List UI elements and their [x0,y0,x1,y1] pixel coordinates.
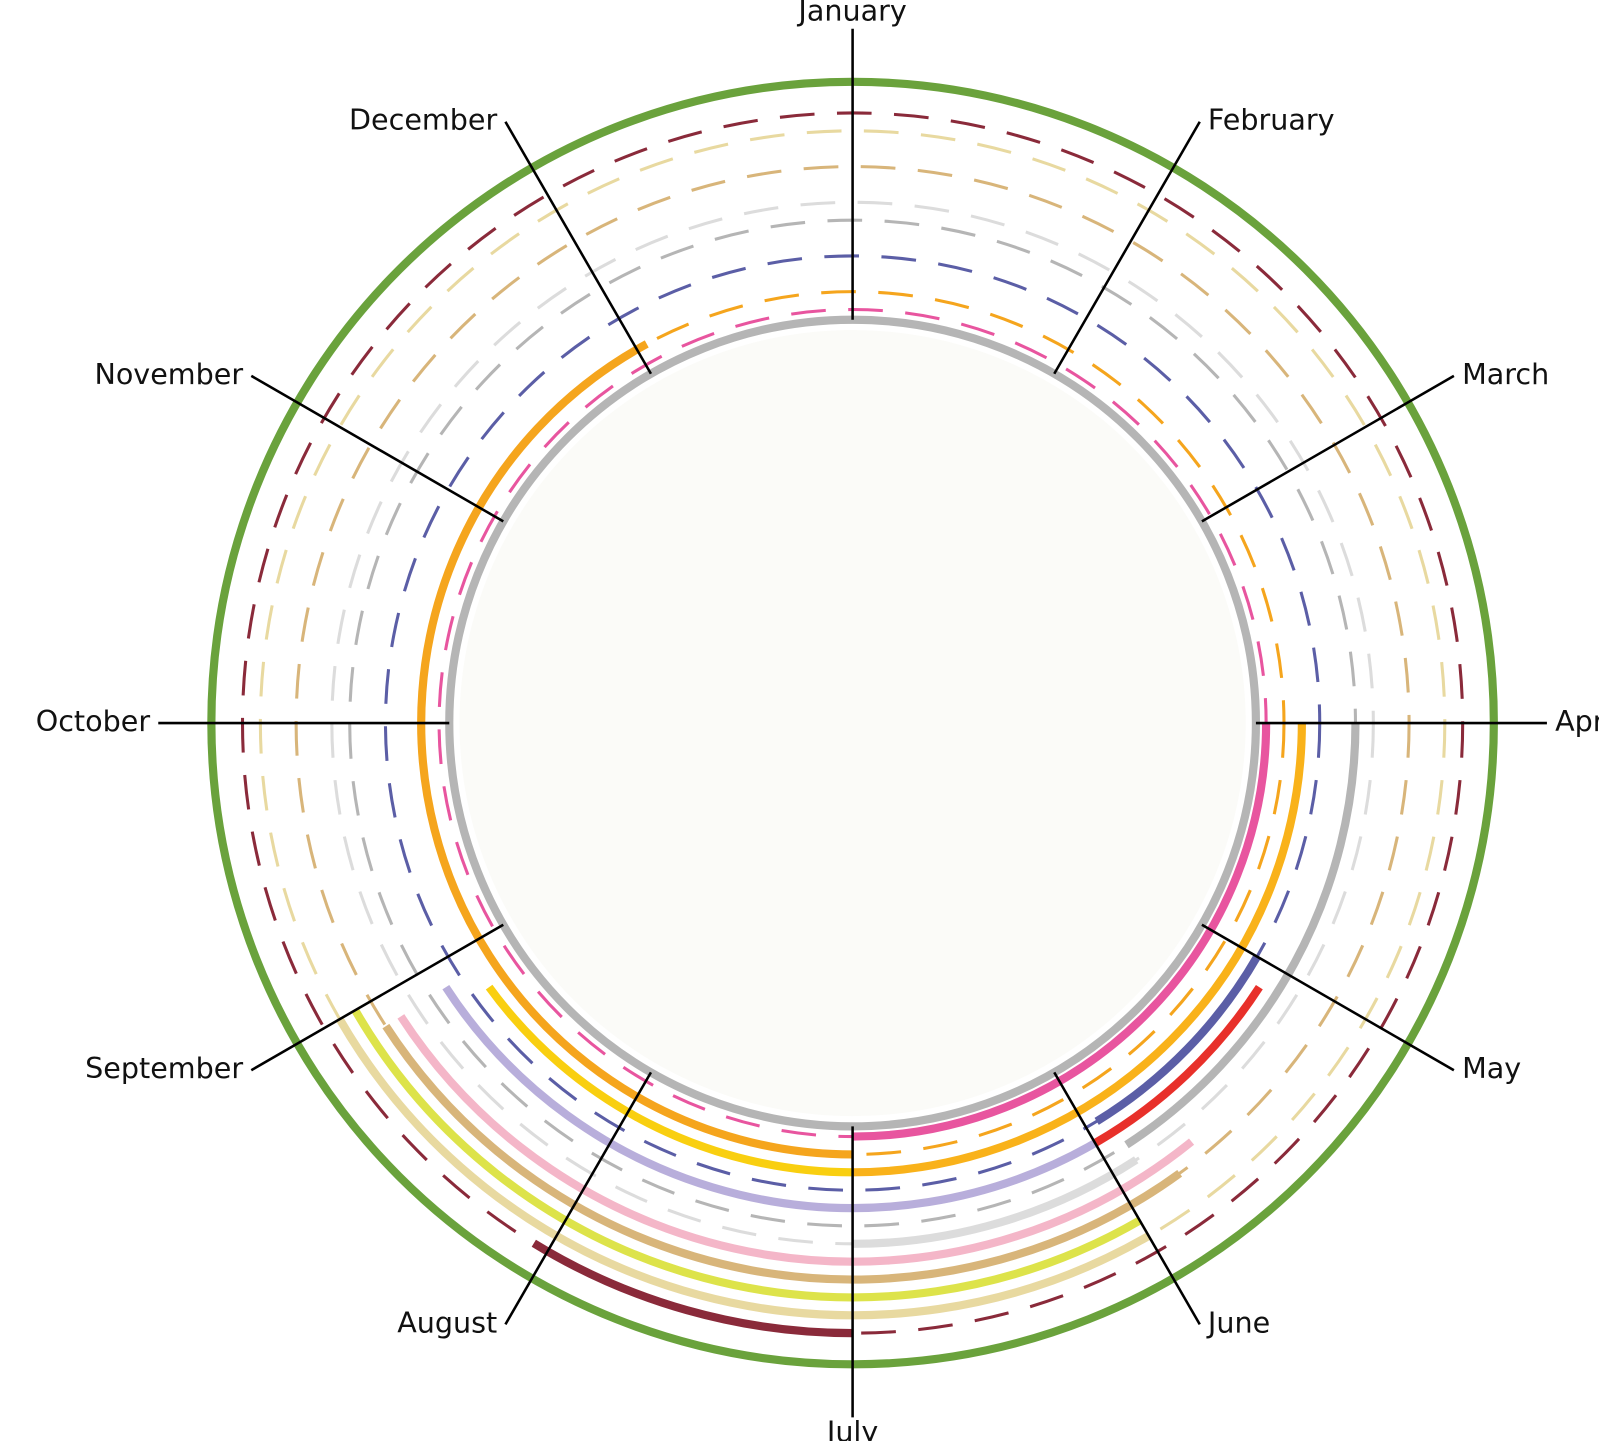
bloom-arc [1124,723,1360,1149]
bloom-arc [852,723,1271,1141]
month-line [250,374,504,523]
month-line [1053,1071,1201,1325]
bloom-arc [1093,984,1263,1147]
bloom-arc [336,1017,1151,1320]
bloom-arc [397,1014,1195,1266]
month-label: May [1462,1051,1521,1085]
month-label: October [36,704,151,738]
bloom-arc [351,1008,1142,1302]
month-line [504,1071,653,1325]
month-label: August [397,1305,497,1339]
month-label: September [85,1051,243,1085]
month-label: April [1555,704,1599,738]
bloom-arc [485,984,853,1177]
bloom-arc [417,340,853,1159]
bloom-arc [1094,954,1261,1125]
month-label: July [825,1415,878,1441]
bloom-arc [382,1023,1183,1284]
month-line [504,121,653,375]
month-label: November [94,357,243,391]
month-line [1201,374,1455,523]
bloom-arc [531,1239,853,1338]
month-line [250,923,504,1072]
bloom-arc [852,723,1306,1177]
bloom-arc [442,984,1098,1213]
month-label: March [1462,357,1549,391]
month-line [1053,121,1201,375]
month-label: February [1208,103,1335,137]
month-line [1201,923,1455,1072]
month-label: December [349,103,497,137]
month-label: January [796,0,906,27]
month-label: June [1206,1305,1270,1339]
bloom-arc [852,1156,1139,1248]
plant-area [459,329,1246,1117]
